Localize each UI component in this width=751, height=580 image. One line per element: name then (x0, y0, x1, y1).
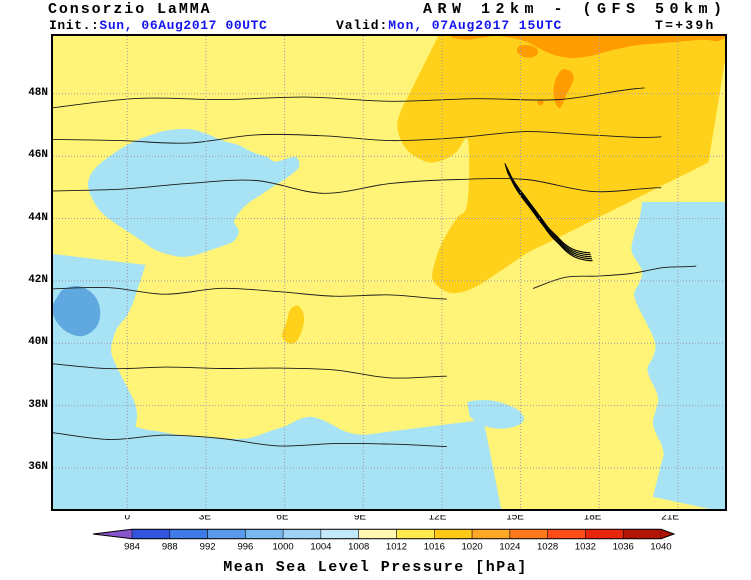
svg-text:21E: 21E (661, 515, 679, 522)
svg-text:1008: 1008 (348, 542, 369, 553)
svg-text:1028: 1028 (537, 542, 558, 553)
svg-text:1016: 1016 (424, 542, 445, 553)
svg-text:1036: 1036 (613, 542, 634, 553)
svg-text:1012: 1012 (386, 542, 407, 553)
svg-text:984: 984 (124, 542, 140, 553)
svg-text:1020: 1020 (462, 542, 483, 553)
svg-text:1032: 1032 (575, 542, 596, 553)
svg-text:1040: 1040 (650, 542, 671, 553)
svg-text:996: 996 (237, 542, 253, 553)
svg-text:3E: 3E (199, 515, 212, 522)
svg-text:6E: 6E (276, 515, 289, 522)
svg-text:992: 992 (200, 542, 216, 553)
svg-text:15E: 15E (506, 515, 524, 522)
svg-text:12E: 12E (429, 515, 447, 522)
svg-text:18E: 18E (584, 515, 602, 522)
svg-text:1024: 1024 (499, 542, 520, 553)
svg-text:0: 0 (125, 515, 131, 522)
svg-text:1004: 1004 (310, 542, 331, 553)
svg-text:1000: 1000 (273, 542, 294, 553)
svg-text:988: 988 (162, 542, 178, 553)
svg-text:9E: 9E (354, 515, 367, 522)
